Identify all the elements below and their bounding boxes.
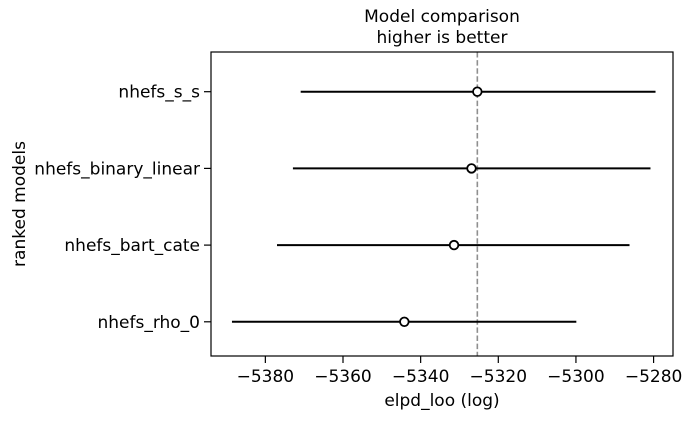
x-axis-ticks-layer: −5380 −5360 −5340 −5320 −5300 −5280 [237,356,683,387]
model-row-nhefs_bart_cate [277,239,630,251]
x-tick-label: −5340 [392,367,450,387]
plot-title: Model comparison [364,7,520,27]
elpd-point [399,316,410,328]
x-tick-label: −5300 [547,367,605,387]
x-tick-label: −5380 [237,367,295,387]
y-tick-label-nhefs_binary_linear: nhefs_binary_linear [34,159,200,179]
model-row-nhefs_binary_linear [292,163,651,174]
x-axis-label: elpd_loo (log) [384,391,499,411]
y-axis-label: ranked models [10,141,30,267]
model-row-nhefs_rho_0 [231,316,577,328]
plot-subtitle: higher is better [377,28,508,48]
y-axis-ticks-layer: nhefs_s_s nhefs_binary_linear nhefs_bart_c… [34,83,211,333]
plot-area-border [210,51,674,357]
y-tick-label-nhefs_rho_0: nhefs_rho_0 [97,313,200,333]
elpd-point [448,239,460,251]
elpd-point [466,163,477,174]
x-tick-label: −5280 [625,367,683,387]
elpd-point [472,86,483,97]
y-tick-label-nhefs_bart_cate: nhefs_bart_cate [64,236,200,256]
data-rows-layer [231,86,656,328]
x-tick-label: −5360 [314,367,372,387]
model-row-nhefs_s_s [300,86,656,97]
y-tick-label-nhefs_s_s: nhefs_s_s [118,83,200,103]
x-tick-label: −5320 [470,367,528,387]
